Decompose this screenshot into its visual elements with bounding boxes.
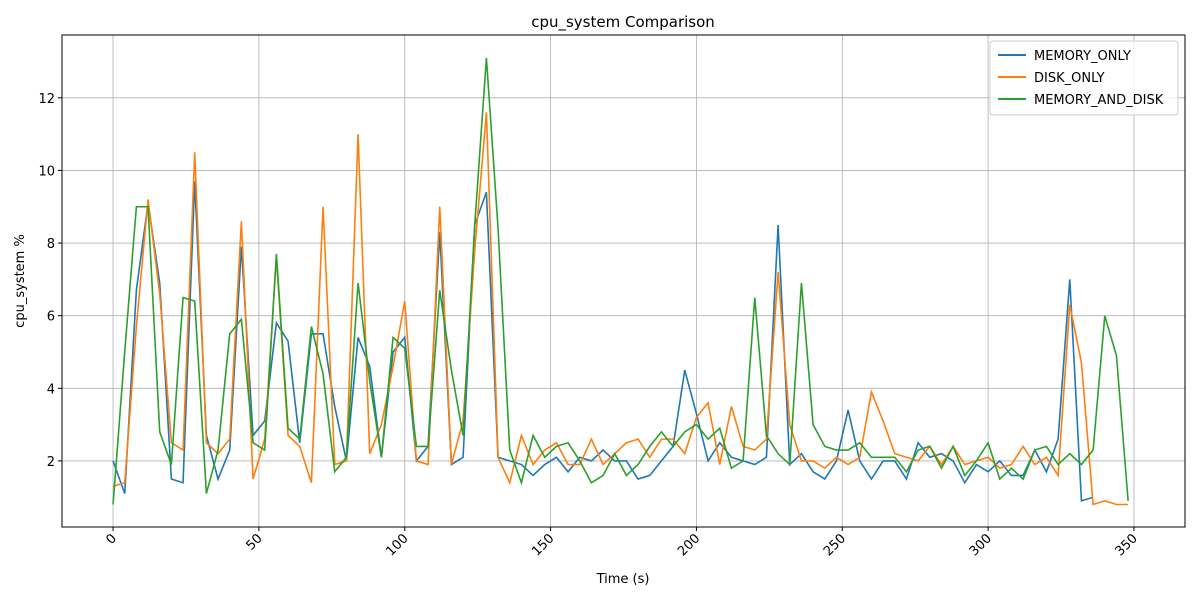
x-tick-label: 100 <box>383 531 411 559</box>
legend-label: MEMORY_AND_DISK <box>1034 93 1164 108</box>
x-tick-label: 0 <box>103 531 119 547</box>
series-line <box>112 181 1094 502</box>
x-tick-label: 350 <box>1113 531 1141 559</box>
x-tick-label: 150 <box>529 531 557 559</box>
x-tick-label: 300 <box>967 531 995 559</box>
chart-title: cpu_system Comparison <box>531 13 715 32</box>
legend-label: DISK_ONLY <box>1034 71 1105 86</box>
x-axis-label: Time (s) <box>596 572 650 587</box>
y-tick-label: 2 <box>47 455 55 470</box>
y-tick-label: 6 <box>47 310 55 325</box>
legend-label: MEMORY_ONLY <box>1034 49 1131 64</box>
y-tick-label: 4 <box>47 382 55 397</box>
y-axis-label: cpu_system % <box>13 234 28 328</box>
x-tick-label: 250 <box>821 531 849 559</box>
x-tick-label: 50 <box>243 531 265 553</box>
y-tick-label: 10 <box>38 164 55 179</box>
x-tick-label: 200 <box>675 531 703 559</box>
y-tick-label: 8 <box>47 237 55 252</box>
y-tick-label: 12 <box>38 92 55 107</box>
plot-frame <box>61 34 1186 528</box>
legend-box <box>989 40 1179 116</box>
series-line <box>112 57 1129 505</box>
